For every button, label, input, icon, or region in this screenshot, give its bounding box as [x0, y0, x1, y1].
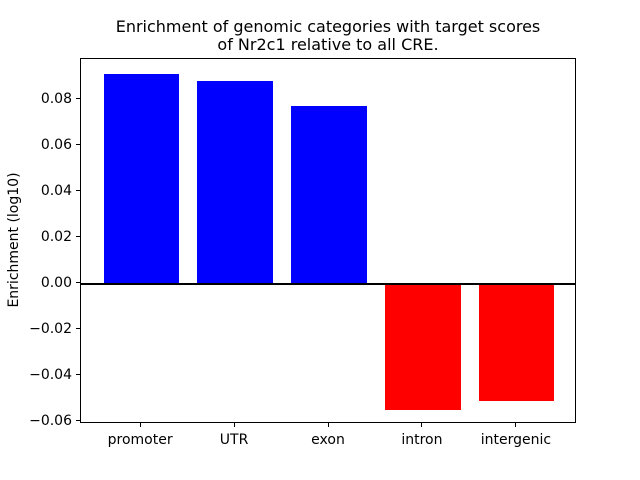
x-tick-mark	[139, 423, 141, 427]
x-tick-label-promoter: promoter	[107, 432, 173, 448]
y-tick-label: 0.08	[40, 90, 72, 107]
x-tick-mark	[515, 423, 517, 427]
bar-intergenic	[479, 283, 555, 401]
y-tick-label: −0.02	[29, 320, 72, 337]
x-tick-label-intron: intron	[401, 432, 443, 448]
x-tick-mark	[327, 423, 329, 427]
chart-title-line-1: Enrichment of genomic categories with ta…	[115, 17, 541, 36]
x-tick-label-UTR: UTR	[219, 432, 249, 448]
plot-area	[80, 58, 576, 423]
bar-intron	[385, 283, 461, 411]
x-tick-mark	[233, 423, 235, 427]
x-tick-mark	[421, 423, 423, 427]
chart-title-line-2: of Nr2c1 relative to all CRE.	[217, 35, 439, 54]
zero-line	[81, 282, 575, 285]
y-axis-label: Enrichment (log10)	[6, 172, 22, 308]
y-tick-mark	[76, 98, 80, 99]
y-tick-label: −0.04	[29, 366, 72, 383]
y-tick-mark	[76, 420, 80, 422]
chart-title: Enrichment of genomic categories with ta…	[80, 18, 576, 54]
y-tick-mark	[76, 282, 80, 284]
y-tick-mark	[76, 374, 80, 376]
y-tick-label: 0.04	[40, 182, 72, 199]
y-tick-label: −0.06	[29, 412, 72, 429]
bar-UTR	[197, 81, 273, 284]
y-tick-label: 0.06	[40, 136, 72, 153]
y-tick-mark	[76, 236, 80, 238]
y-tick-mark	[76, 328, 80, 330]
bar-exon	[291, 106, 367, 284]
x-tick-label-intergenic: intergenic	[480, 432, 552, 448]
y-tick-mark	[76, 190, 80, 192]
x-tick-label-exon: exon	[311, 432, 345, 448]
bar-promoter	[103, 74, 179, 284]
y-tick-label: 0.00	[40, 274, 72, 291]
y-tick-mark	[76, 144, 80, 146]
y-tick-label: 0.02	[40, 228, 72, 245]
